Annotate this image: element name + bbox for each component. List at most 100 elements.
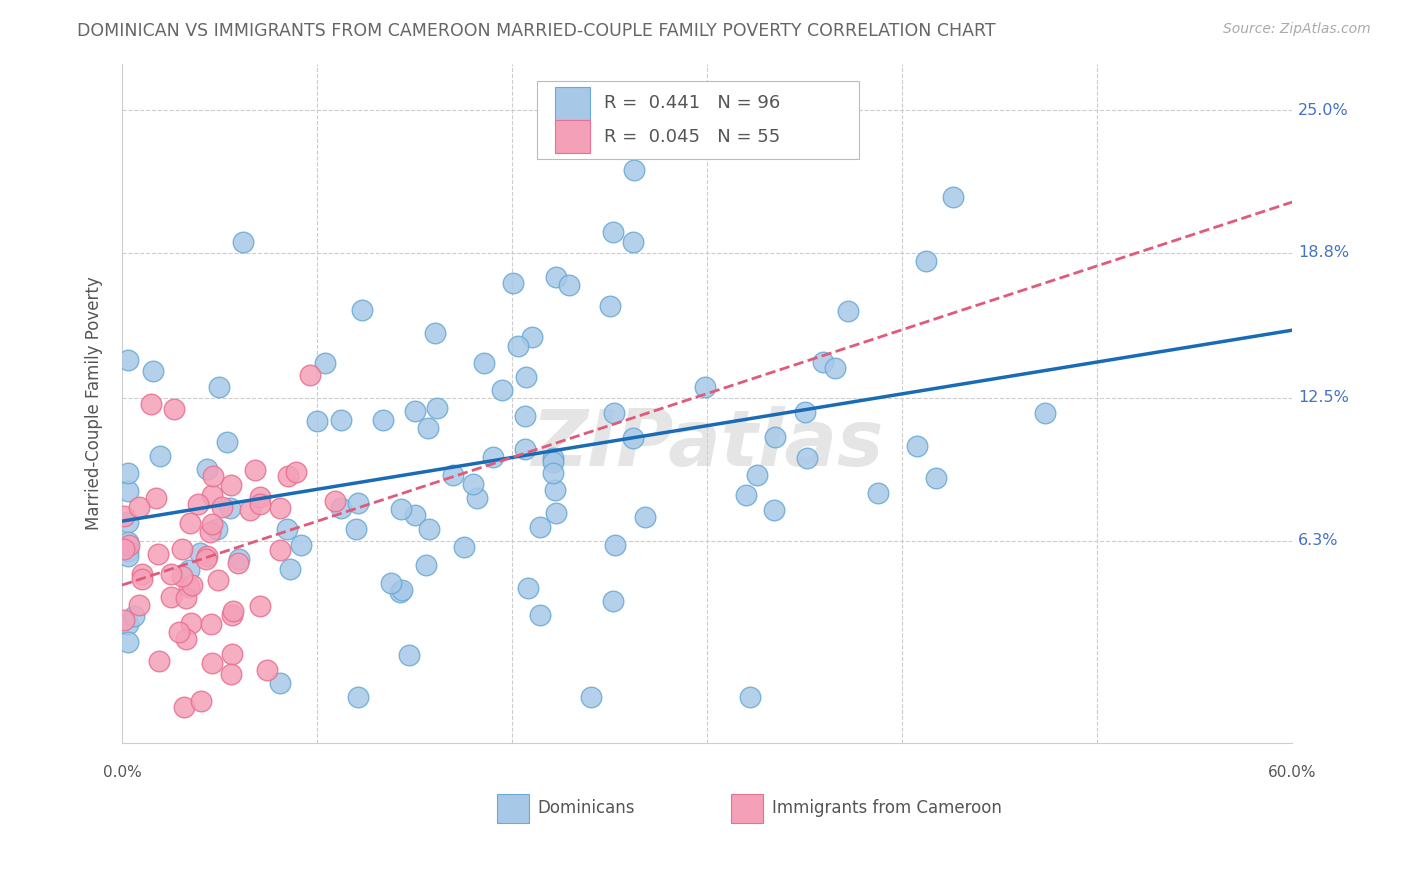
Point xyxy=(866,486,889,500)
Point xyxy=(117,484,139,499)
FancyBboxPatch shape xyxy=(731,794,763,822)
Point xyxy=(529,519,551,533)
Point xyxy=(207,380,229,394)
Point xyxy=(201,516,224,531)
Point xyxy=(188,546,211,560)
Point xyxy=(177,580,200,594)
Point xyxy=(222,604,245,618)
Point xyxy=(453,540,475,554)
Point xyxy=(740,690,762,704)
Point xyxy=(219,478,242,492)
Point xyxy=(290,538,312,552)
Point xyxy=(602,593,624,607)
Point xyxy=(215,434,238,449)
Point xyxy=(546,506,568,520)
Point xyxy=(352,303,374,318)
Point xyxy=(513,442,536,456)
Point xyxy=(418,421,440,435)
Point xyxy=(441,468,464,483)
Point xyxy=(249,490,271,504)
Point xyxy=(837,304,859,318)
Point xyxy=(371,413,394,427)
Point xyxy=(398,648,420,663)
Point xyxy=(813,355,835,369)
Point xyxy=(314,356,336,370)
Point xyxy=(117,549,139,563)
Point xyxy=(541,450,564,465)
Point xyxy=(179,516,201,531)
Point xyxy=(200,616,222,631)
Point xyxy=(228,551,250,566)
Point xyxy=(347,690,370,704)
Point xyxy=(117,515,139,529)
Point xyxy=(117,534,139,549)
Point xyxy=(298,368,321,382)
Point xyxy=(330,413,353,427)
Point xyxy=(117,544,139,558)
Point xyxy=(112,508,135,523)
Point xyxy=(195,549,218,563)
Text: R =  0.045   N = 55: R = 0.045 N = 55 xyxy=(605,128,780,145)
Point xyxy=(174,591,197,605)
FancyBboxPatch shape xyxy=(496,794,529,822)
Point xyxy=(128,500,150,514)
Point xyxy=(198,524,221,539)
Point xyxy=(226,556,249,570)
Point xyxy=(117,466,139,480)
Point xyxy=(603,405,626,419)
Point xyxy=(256,663,278,677)
Text: Source: ZipAtlas.com: Source: ZipAtlas.com xyxy=(1223,22,1371,37)
Point xyxy=(190,693,212,707)
Point xyxy=(117,635,139,649)
Point xyxy=(159,567,181,582)
Point xyxy=(249,599,271,613)
Point xyxy=(465,491,488,506)
Point xyxy=(117,616,139,631)
Point xyxy=(170,569,193,583)
Point xyxy=(221,608,243,623)
Point xyxy=(695,380,717,394)
Point xyxy=(415,558,437,573)
FancyBboxPatch shape xyxy=(555,87,591,120)
Point xyxy=(602,225,624,239)
Point xyxy=(118,538,141,552)
Point xyxy=(149,449,172,463)
Point xyxy=(735,488,758,502)
Text: 25.0%: 25.0% xyxy=(1298,103,1348,118)
Point xyxy=(181,578,204,592)
Text: 12.5%: 12.5% xyxy=(1298,391,1348,405)
Point xyxy=(221,647,243,661)
Point xyxy=(423,326,446,341)
Point xyxy=(905,439,928,453)
Point xyxy=(148,654,170,668)
Point xyxy=(925,471,948,485)
Point xyxy=(243,463,266,477)
Point xyxy=(163,402,186,417)
FancyBboxPatch shape xyxy=(537,81,859,159)
Point xyxy=(389,501,412,516)
Point xyxy=(461,476,484,491)
Point xyxy=(546,270,568,285)
Point xyxy=(141,397,163,411)
Point xyxy=(269,675,291,690)
Text: 60.0%: 60.0% xyxy=(1268,764,1316,780)
Point xyxy=(170,541,193,556)
Point xyxy=(112,542,135,557)
Text: Immigrants from Cameroon: Immigrants from Cameroon xyxy=(772,798,1001,817)
Point xyxy=(914,253,936,268)
Text: Dominicans: Dominicans xyxy=(537,798,636,817)
Point xyxy=(112,613,135,627)
Point xyxy=(195,461,218,475)
Point xyxy=(169,625,191,640)
Point xyxy=(621,235,644,249)
Point xyxy=(389,585,412,599)
Point xyxy=(529,608,551,623)
Point xyxy=(515,369,537,384)
Point xyxy=(194,552,217,566)
Point xyxy=(201,656,224,670)
Point xyxy=(502,277,524,291)
Point xyxy=(277,469,299,483)
Point xyxy=(146,547,169,561)
Point xyxy=(541,467,564,481)
Point xyxy=(515,409,537,424)
